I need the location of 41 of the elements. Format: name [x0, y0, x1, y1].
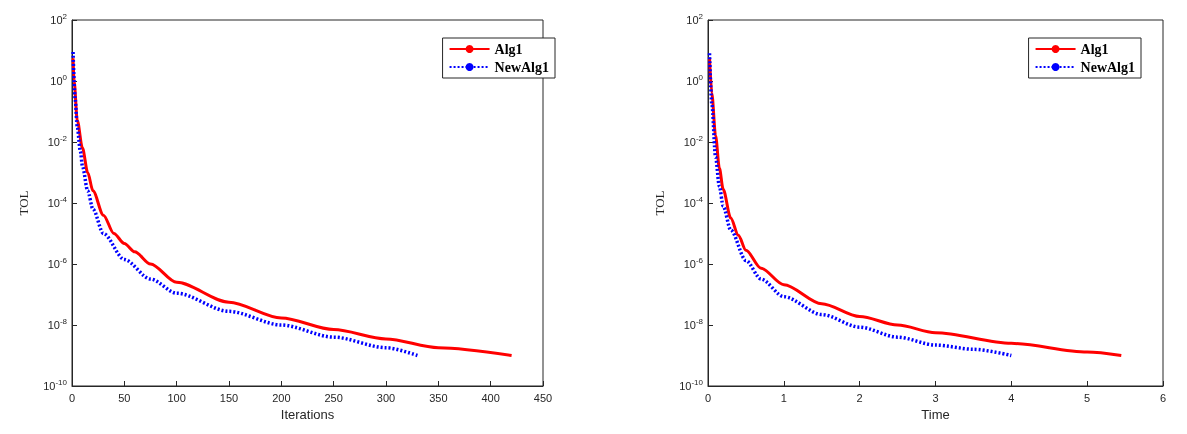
x-axis-title: Time: [921, 407, 950, 422]
x-tick-label: 150: [219, 391, 239, 404]
y-tick-label: 10$^{-8}$: [683, 317, 703, 332]
x-tick-label: 0: [704, 391, 712, 404]
y-tick-label: 10$^{-4}$: [47, 195, 67, 210]
x-tick-label: 200: [272, 391, 291, 404]
y-tick-label: 10$^{-6}$: [683, 256, 703, 271]
y-tick-label: 10$^{-2}$: [47, 134, 67, 149]
x-axis-title: Iterations: [280, 407, 335, 422]
x-tick-label: 300: [376, 391, 396, 404]
x-tick-label: 100: [167, 391, 186, 404]
x-tick-label: 400: [481, 391, 500, 404]
x-tick-label: 1: [780, 391, 787, 404]
x-tick-label: 6: [1159, 391, 1167, 404]
x-tick-label: 0: [68, 391, 76, 404]
x-tick-label: 350: [429, 391, 448, 404]
x-tick-label: 2: [856, 391, 863, 404]
legend-label: NewAlg1: [494, 59, 549, 75]
y-tick-label: 10$^{-8}$: [47, 317, 67, 332]
line-series: [71, 50, 420, 358]
legend-label: Alg1: [494, 41, 523, 57]
x-tick-label: 450: [533, 391, 553, 404]
x-tick-label: 5: [1084, 391, 1091, 404]
y-tick-label: 10$^{2}$: [50, 12, 67, 27]
y-axis-title: TOL: [652, 190, 667, 216]
line-series: [707, 51, 1014, 358]
y-tick-label: 10$^{-2}$: [683, 134, 703, 149]
x-tick-label: 50: [118, 391, 131, 404]
x-tick-label: 3: [932, 391, 939, 404]
x-tick-label: 4: [1008, 391, 1015, 404]
y-tick-label: 10$^{-10}$: [43, 378, 67, 393]
y-tick-label: 10$^{0}$: [50, 73, 67, 88]
legend-label: Alg1: [1080, 41, 1109, 57]
y-tick-label: 10$^{-6}$: [47, 256, 67, 271]
y-tick-label: 10$^{0}$: [686, 73, 703, 88]
legend-label: NewAlg1: [1080, 59, 1135, 75]
y-axis-title: TOL: [16, 190, 31, 216]
y-tick-label: 10$^{2}$: [686, 12, 703, 27]
y-tick-label: 10$^{-4}$: [683, 195, 703, 210]
x-tick-label: 250: [324, 391, 343, 404]
y-tick-label: 10$^{-10}$: [679, 378, 703, 393]
